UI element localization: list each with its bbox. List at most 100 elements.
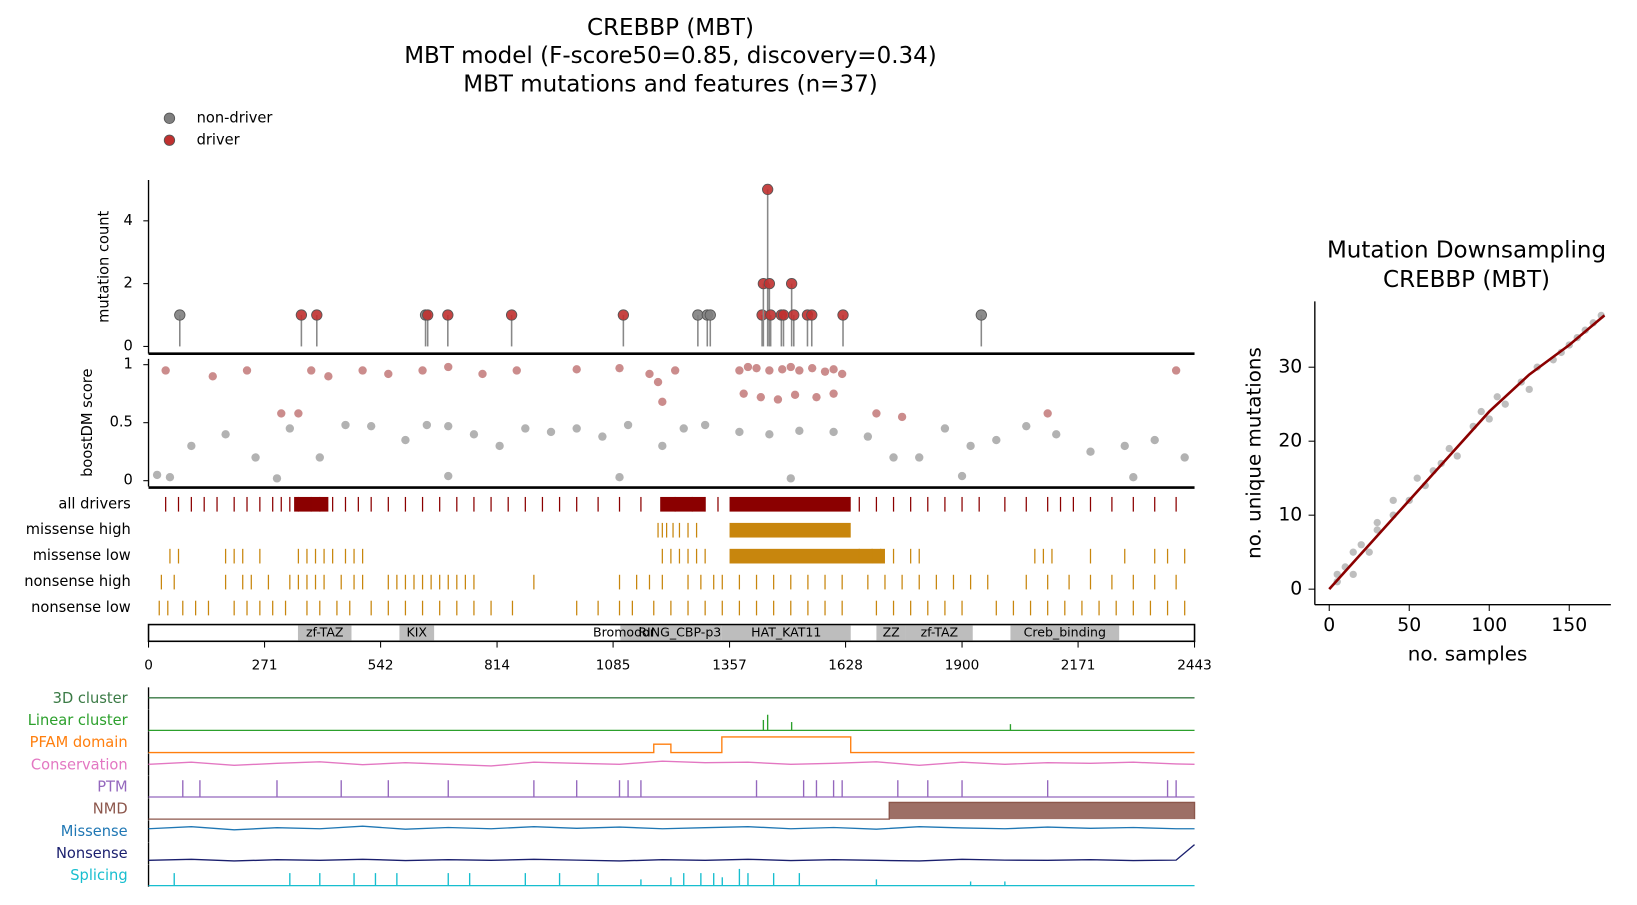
score-point <box>1052 430 1061 439</box>
sample-point <box>1485 415 1493 423</box>
lollipop-head <box>704 309 716 321</box>
score-point <box>307 366 316 375</box>
x-tick-label: 1357 <box>712 657 747 673</box>
score-point <box>422 420 432 430</box>
x-tick-label: 271 <box>252 657 278 673</box>
lollipop-head <box>422 309 434 321</box>
lollipop-head <box>442 309 454 321</box>
score-point <box>495 441 504 451</box>
x-tick-label: 0 <box>1323 615 1335 636</box>
track-line <box>148 760 1195 767</box>
sample-point <box>1525 385 1533 394</box>
score-point <box>940 424 950 433</box>
sample-point <box>1365 548 1373 556</box>
score-point <box>598 432 607 441</box>
score-point <box>773 395 783 404</box>
score-point <box>735 366 744 375</box>
score-point <box>208 372 217 381</box>
score-point <box>966 441 975 451</box>
score-point <box>521 424 530 433</box>
score-point <box>752 363 761 373</box>
lollipop-head <box>765 309 777 321</box>
lollipop-head <box>295 309 308 321</box>
score-point <box>739 389 748 398</box>
score-point <box>897 412 907 422</box>
score-point <box>889 453 898 462</box>
score-point <box>872 409 881 418</box>
y-tick-label: 20 <box>1278 431 1302 452</box>
legend-marker <box>163 134 176 146</box>
x-tick-label: 150 <box>1551 615 1587 636</box>
track-label: NMD <box>93 801 128 818</box>
score-point <box>512 366 521 375</box>
score-point <box>546 427 556 437</box>
score-point <box>795 426 804 435</box>
y-tick-label: 4 <box>124 212 133 229</box>
score-point <box>242 366 252 375</box>
x-tick-label: 2443 <box>1177 657 1212 673</box>
lollipop-head <box>174 309 186 321</box>
score-point <box>384 369 393 379</box>
domain <box>721 625 851 641</box>
track-line <box>148 801 1196 820</box>
domain <box>399 625 435 641</box>
trend-line <box>1328 314 1606 591</box>
chart-title: MBT mutations and features (n=37) <box>463 71 877 97</box>
row-label: nonsense low <box>31 599 131 616</box>
score-point <box>418 366 427 375</box>
score-point <box>478 369 487 379</box>
domain <box>905 625 973 641</box>
score-point <box>251 453 260 462</box>
chart-title: CREBBP (MBT) <box>587 15 754 41</box>
lollipop-head <box>762 183 774 196</box>
score-point <box>670 366 680 375</box>
score-point <box>1129 473 1138 482</box>
chart-title: MBT model (F-score50=0.85, discovery=0.3… <box>404 43 937 69</box>
score-point <box>294 409 303 418</box>
score-point <box>992 435 1001 445</box>
track-label: Missense <box>61 823 128 840</box>
score-point <box>1171 366 1181 375</box>
track-label: Linear cluster <box>28 712 129 729</box>
x-tick-label: 1900 <box>945 657 980 673</box>
score-point <box>658 441 667 451</box>
sample-point <box>1357 541 1365 549</box>
score-point <box>837 369 847 379</box>
domain <box>297 625 352 641</box>
domain-label: zf-TAZ <box>921 624 959 639</box>
dense-span <box>729 548 885 564</box>
score-point <box>808 363 817 373</box>
score-point <box>572 424 581 433</box>
score-point <box>829 365 838 374</box>
y-tick-label: 1 <box>124 356 133 373</box>
score-point <box>863 432 873 441</box>
score-point <box>341 420 350 430</box>
score-point <box>790 390 800 400</box>
lollipop-head <box>692 309 704 321</box>
y-axis-label: no. unique mutations <box>1243 347 1266 559</box>
x-tick-label: 100 <box>1471 615 1507 636</box>
score-point <box>623 420 633 430</box>
track-label: Splicing <box>70 867 127 884</box>
score-point <box>957 471 967 481</box>
domain <box>1010 625 1120 641</box>
dense-span <box>729 522 851 538</box>
x-tick-label: 0 <box>144 657 153 673</box>
score-point <box>743 362 753 372</box>
sample-point <box>1349 548 1357 556</box>
row-label: nonsense high <box>24 573 131 590</box>
track-label: Nonsense <box>56 845 128 862</box>
domain <box>876 625 906 641</box>
row-label: missense high <box>26 521 131 538</box>
lollipop-head <box>311 309 323 321</box>
legend-label: non-driver <box>197 109 274 126</box>
y-tick-label: 0 <box>124 337 133 354</box>
score-point <box>765 430 774 439</box>
sample-point <box>1373 518 1381 527</box>
sample-point <box>1477 407 1485 416</box>
score-point <box>679 424 688 433</box>
track-line <box>148 825 1195 831</box>
